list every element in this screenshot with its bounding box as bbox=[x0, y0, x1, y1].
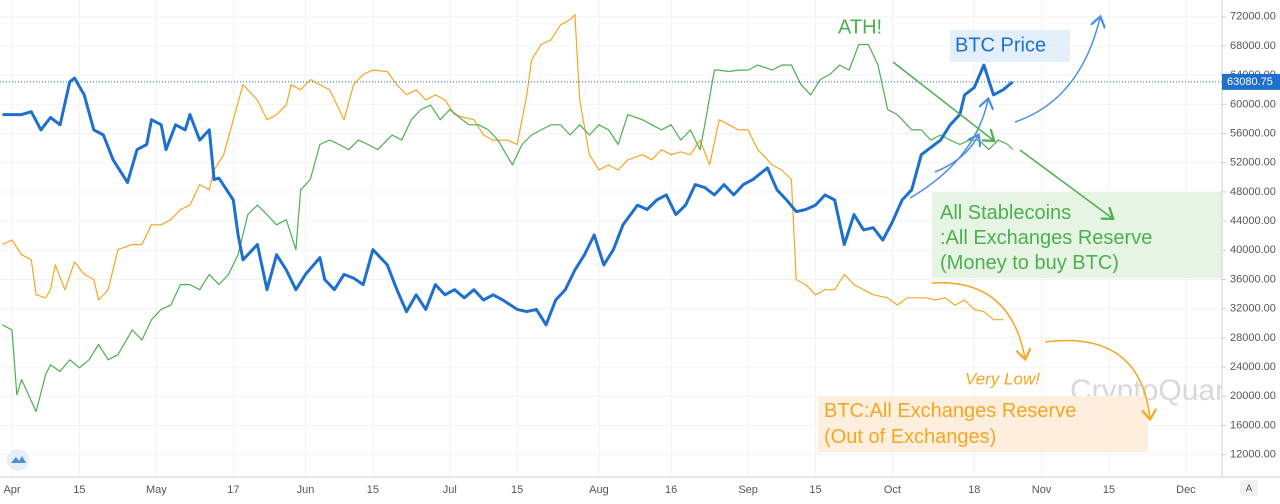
logo-icon[interactable] bbox=[11, 456, 26, 463]
arrow bbox=[934, 136, 978, 173]
very-low-note: Very Low! bbox=[965, 369, 1040, 388]
y-tick-label: 44000.00 bbox=[1230, 215, 1276, 227]
y-tick-label: 40000.00 bbox=[1230, 244, 1276, 256]
arrow bbox=[931, 281, 1025, 358]
ath-note: ATH! bbox=[838, 16, 882, 38]
btc-price-box bbox=[950, 30, 1070, 62]
last-price-box bbox=[1222, 73, 1280, 90]
x-tick-label: 15 bbox=[809, 484, 821, 496]
x-tick-label: Sep bbox=[738, 484, 758, 496]
note-line: :All Exchanges Reserve bbox=[940, 227, 1152, 249]
y-tick-label: 16000.00 bbox=[1230, 419, 1276, 431]
y-tick-label: 60000.00 bbox=[1230, 98, 1276, 110]
x-tick-label: May bbox=[146, 484, 167, 496]
y-tick-label: 20000.00 bbox=[1230, 390, 1276, 402]
note-line: (Out of Exchanges) bbox=[824, 426, 996, 448]
note-line: (Money to buy BTC) bbox=[940, 252, 1119, 274]
reserve-note: BTC:All Exchanges Reserve (Out of Exchan… bbox=[824, 400, 1082, 448]
logo[interactable] bbox=[7, 449, 29, 471]
x-tick-label: Aug bbox=[589, 484, 609, 496]
y-tick-label: 24000.00 bbox=[1230, 361, 1276, 373]
lines bbox=[0, 14, 1222, 413]
x-tick-label: Oct bbox=[884, 484, 901, 496]
x-tick-label: Nov bbox=[1032, 484, 1052, 496]
x-tick-label: Jun bbox=[297, 484, 315, 496]
y-tick-label: 52000.00 bbox=[1230, 157, 1276, 169]
x-tick-label: 15 bbox=[511, 484, 523, 496]
y-tick-label: 32000.00 bbox=[1230, 303, 1276, 315]
stablecoin-box bbox=[932, 192, 1222, 278]
x-tick-label: 16 bbox=[665, 484, 677, 496]
y-tick-label: 72000.00 bbox=[1230, 11, 1276, 23]
y-tick-label: 36000.00 bbox=[1230, 273, 1276, 285]
arrow bbox=[1044, 339, 1150, 418]
ticks: 12000.00 16000.00 20000.00 24000.00 28000.00… bbox=[3, 11, 1280, 496]
x-tick-label: 17 bbox=[227, 484, 239, 496]
auto-button[interactable] bbox=[1240, 480, 1258, 496]
reserve-box bbox=[818, 396, 1148, 452]
series-line bbox=[2, 43, 1014, 413]
stablecoin-note: All Stablecoins :All Exchanges Reserve (… bbox=[940, 202, 1158, 274]
x-tick-label: Jul bbox=[443, 484, 457, 496]
series-line bbox=[2, 63, 1014, 327]
x-tick-label: Dec bbox=[1176, 484, 1196, 496]
y-tick-label: 48000.00 bbox=[1230, 186, 1276, 198]
y-tick-label: 56000.00 bbox=[1230, 127, 1276, 139]
btc-price-note: BTC Price bbox=[955, 34, 1046, 56]
arrows bbox=[892, 18, 1150, 418]
auto-button-label[interactable]: A bbox=[1246, 484, 1253, 495]
y-tick-label: 28000.00 bbox=[1230, 332, 1276, 344]
note-line: BTC:All Exchanges Reserve bbox=[824, 400, 1076, 422]
x-tick-label: 18 bbox=[968, 484, 980, 496]
y-tick-label: 12000.00 bbox=[1230, 449, 1276, 461]
series-line bbox=[2, 14, 1004, 321]
arrow bbox=[1014, 18, 1100, 123]
x-tick-label: 15 bbox=[367, 484, 379, 496]
x-tick-label: Apr bbox=[3, 484, 20, 496]
arrow bbox=[892, 61, 993, 140]
x-tick-label: 15 bbox=[73, 484, 85, 496]
arrow bbox=[909, 100, 988, 199]
arrow bbox=[1019, 149, 1112, 218]
last-price-label: 63080.75 bbox=[1227, 76, 1273, 88]
x-tick-label: 15 bbox=[1103, 484, 1115, 496]
note-line: All Stablecoins bbox=[940, 202, 1071, 224]
grid bbox=[0, 0, 1222, 477]
y-tick-label: 68000.00 bbox=[1230, 40, 1276, 52]
